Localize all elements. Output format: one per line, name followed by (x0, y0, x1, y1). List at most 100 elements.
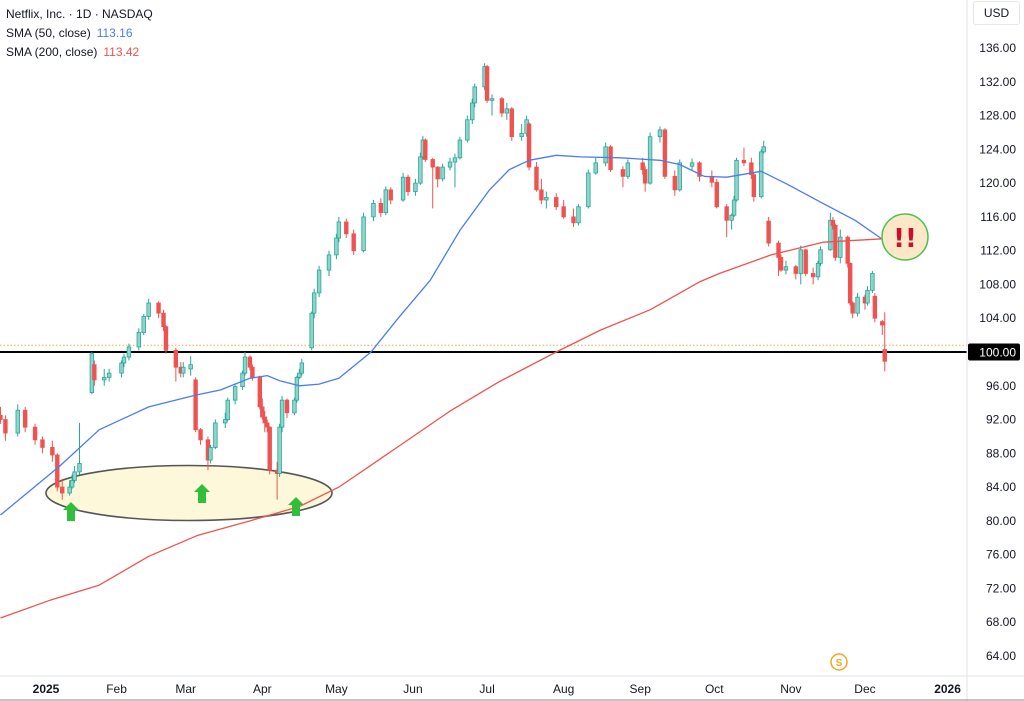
candle-body (188, 364, 193, 370)
candle-body (198, 429, 203, 441)
candle (761, 140, 766, 154)
candle-body (232, 386, 238, 401)
level-price-text: 100.00 (979, 346, 1016, 360)
candle (423, 138, 428, 163)
candle-body (297, 372, 302, 378)
candle-body (430, 159, 435, 168)
candle (865, 286, 870, 306)
candle-body (405, 176, 411, 192)
candle-body (413, 182, 418, 192)
candle (759, 149, 764, 199)
time-tick-label: Apr (253, 682, 272, 696)
candle-body (0, 414, 3, 420)
candle-body (299, 362, 305, 374)
candle-body (576, 206, 581, 224)
candle (714, 178, 719, 209)
candle-body (818, 249, 823, 264)
support-zone-ellipse (45, 464, 333, 522)
candle (870, 270, 875, 293)
dividend-icon[interactable]: S (830, 653, 848, 671)
candle (489, 94, 495, 116)
time-tick-label: May (325, 682, 348, 696)
candle (181, 362, 186, 378)
candle (223, 412, 228, 428)
candle-body (539, 189, 544, 201)
currency-button[interactable]: USD (973, 1, 1020, 25)
candle (472, 83, 477, 108)
candle-body (697, 162, 702, 177)
candle-body (267, 426, 272, 471)
candle (751, 172, 757, 202)
candle-body (452, 157, 458, 163)
sma200-legend[interactable]: SMA (200, close) 113.42 (6, 43, 153, 62)
candle-body (242, 356, 248, 374)
candle (32, 423, 38, 445)
candle-body (119, 362, 124, 374)
dividend-icon-text: S (836, 658, 843, 669)
candle-body (828, 219, 833, 251)
time-tick-label: Feb (106, 682, 127, 696)
price-tick-label: 116.00 (980, 210, 1016, 224)
candle (689, 158, 695, 171)
candle-body (759, 151, 764, 198)
candle (640, 157, 645, 175)
candle (232, 383, 238, 405)
candle (413, 178, 418, 196)
candle-body (855, 296, 860, 314)
sma50-legend[interactable]: SMA (50, close) 113.16 (6, 24, 153, 43)
candle (672, 170, 677, 196)
candle-body (741, 159, 747, 164)
time-axis[interactable]: 2025 Feb Mar Apr May Jun Jul Aug Sep Oct Nov Dec 202… (33, 682, 962, 696)
candle (198, 427, 203, 445)
candle-body (102, 376, 107, 381)
candle (593, 157, 598, 175)
candle-body (640, 162, 645, 171)
candle-body (136, 332, 141, 348)
candle-body (620, 169, 626, 177)
candle-body (882, 349, 887, 362)
candle (3, 415, 8, 441)
candle-body (489, 98, 495, 101)
candle-body (173, 349, 179, 368)
candle (72, 465, 77, 483)
candle (161, 309, 166, 331)
candle (344, 218, 349, 239)
candle-body (526, 123, 532, 168)
candle (731, 195, 737, 217)
candle (277, 423, 282, 477)
candle (121, 353, 127, 368)
sma50-value: 113.16 (96, 26, 133, 40)
candle (102, 368, 107, 386)
candle-body (465, 119, 470, 141)
sma200-line (0, 238, 885, 619)
candle (561, 200, 566, 219)
candle-body (484, 66, 490, 101)
candle (815, 260, 821, 281)
candle (603, 142, 608, 167)
candle (146, 298, 151, 320)
candle (67, 480, 72, 496)
candle-body (121, 356, 127, 364)
candle (484, 64, 490, 103)
candle-body (240, 372, 245, 388)
candle (855, 292, 860, 317)
price-tick-label: 104.00 (979, 311, 1016, 325)
candle (534, 162, 539, 192)
candle (724, 204, 729, 238)
candle (850, 301, 855, 319)
alert-exclamation: !! (893, 224, 917, 254)
candle-body (761, 146, 766, 153)
candle-body (77, 463, 82, 473)
candles (0, 63, 887, 500)
candle-body (776, 242, 781, 258)
candle-body (561, 206, 566, 218)
candle (509, 107, 514, 141)
candle-body (642, 169, 648, 184)
candle-body (810, 273, 816, 278)
candle (284, 398, 290, 418)
price-axis[interactable]: 136.00 132.00 128.00 124.00 120.00 116.00 112.… (979, 41, 1016, 663)
candle-body (724, 206, 729, 221)
candle-body (22, 409, 28, 428)
candle-body (193, 379, 198, 431)
